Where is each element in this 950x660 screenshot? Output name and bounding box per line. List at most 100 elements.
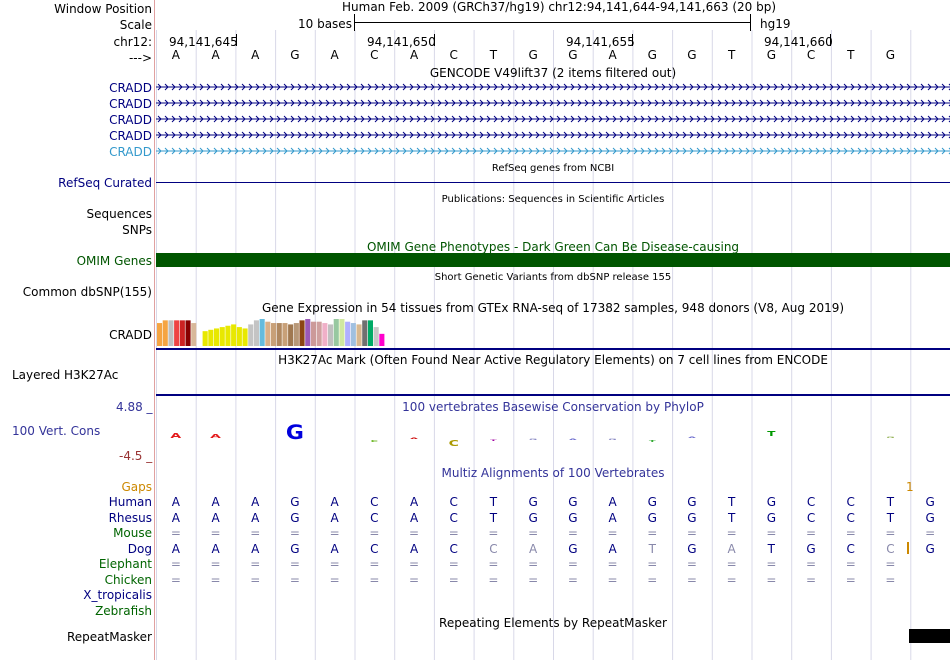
strand-arrow bbox=[682, 131, 687, 139]
alignment-base: = bbox=[726, 526, 737, 540]
strand-arrow bbox=[549, 147, 554, 155]
alignment-base: = bbox=[409, 557, 420, 571]
assembly-position-text[interactable]: Human Feb. 2009 (GRCh37/hg19) chr12:94,1… bbox=[342, 0, 777, 14]
strand-arrow bbox=[332, 83, 337, 91]
phylop-label[interactable]: 100 Vert. Cons bbox=[12, 424, 101, 438]
strand-arrow bbox=[717, 83, 722, 91]
strand-arrow bbox=[724, 99, 729, 107]
gaps-label: Gaps bbox=[121, 480, 152, 494]
strand-arrow bbox=[920, 147, 925, 155]
strand-arrow bbox=[801, 99, 806, 107]
repeatmasker-element[interactable] bbox=[909, 629, 950, 643]
phylop-logo[interactable]: A A G C A C T G A G T A T G bbox=[156, 418, 950, 458]
strand-arrow bbox=[829, 131, 834, 139]
gencode-transcripts[interactable] bbox=[156, 80, 950, 160]
repeatmasker-label[interactable]: RepeatMasker bbox=[66, 630, 152, 644]
strand-arrow bbox=[549, 83, 554, 91]
dbsnp-label[interactable]: Common dbSNP(155) bbox=[22, 285, 152, 299]
alignment-base: A bbox=[608, 495, 617, 509]
sequence-base: C bbox=[806, 48, 816, 62]
strand-arrow bbox=[514, 147, 519, 155]
strand-arrow bbox=[206, 115, 211, 123]
strand-arrow bbox=[395, 83, 400, 91]
refseq-line[interactable] bbox=[156, 182, 950, 183]
dbsnp-title[interactable]: Short Genetic Variants from dbSNP releas… bbox=[434, 272, 672, 283]
gtex-tissue-bar bbox=[356, 324, 362, 346]
alignment-base: G bbox=[568, 495, 578, 509]
h3k27ac-label[interactable]: Layered H3K27Ac bbox=[12, 368, 119, 382]
strand-arrow bbox=[402, 83, 407, 91]
strand-arrow bbox=[941, 131, 946, 139]
strand-arrow bbox=[423, 99, 428, 107]
strand-arrow bbox=[563, 131, 568, 139]
strand-arrow bbox=[381, 147, 386, 155]
strand-arrow bbox=[640, 131, 645, 139]
h3k27ac-title[interactable]: H3K27Ac Mark (Often Found Near Active Re… bbox=[278, 353, 828, 367]
repeatmasker-title[interactable]: Repeating Elements by RepeatMasker bbox=[439, 616, 667, 630]
refseq-label[interactable]: RefSeq Curated bbox=[58, 176, 152, 190]
strand-arrow bbox=[444, 131, 449, 139]
species-label-chicken[interactable]: Chicken bbox=[104, 572, 152, 587]
gtex-expression-chart[interactable] bbox=[156, 317, 556, 347]
gtex-tissue-bar bbox=[236, 327, 242, 346]
pubs-sequences-label[interactable]: Sequences bbox=[86, 207, 152, 221]
strand-arrow bbox=[542, 147, 547, 155]
strand-arrow bbox=[696, 147, 701, 155]
coord-2: 94,141,650 bbox=[367, 35, 436, 49]
phylop-base-glyph: T bbox=[649, 439, 656, 443]
strand-arrow bbox=[395, 147, 400, 155]
gtex-divider bbox=[156, 348, 950, 350]
strand-arrow bbox=[269, 115, 274, 123]
gtex-label[interactable]: CRADD bbox=[109, 328, 152, 342]
alignment-base: T bbox=[886, 495, 895, 509]
species-label-rhesus[interactable]: Rhesus bbox=[108, 510, 152, 525]
omim-gene-bar[interactable] bbox=[156, 253, 950, 267]
species-label-zebrafish[interactable]: Zebrafish bbox=[95, 603, 152, 618]
strand-arrow bbox=[199, 83, 204, 91]
alignment-base: G bbox=[925, 510, 935, 525]
strand-arrow bbox=[780, 147, 785, 155]
label-separator bbox=[154, 0, 155, 660]
alignment-base: = bbox=[289, 526, 300, 540]
gencode-transcript-label[interactable]: CRADD bbox=[109, 145, 152, 159]
strand-arrow bbox=[899, 83, 904, 91]
strand-arrow bbox=[647, 147, 652, 155]
strand-arrow bbox=[759, 147, 764, 155]
strand-arrow bbox=[451, 115, 456, 123]
refseq-title[interactable]: RefSeq genes from NCBI bbox=[491, 163, 615, 174]
strand-arrow bbox=[759, 115, 764, 123]
strand-arrow bbox=[542, 99, 547, 107]
omim-label[interactable]: OMIM Genes bbox=[76, 254, 152, 268]
coord-tick-2 bbox=[434, 34, 435, 46]
strand-arrow bbox=[353, 99, 358, 107]
multiz-title[interactable]: Multiz Alignments of 100 Vertebrates bbox=[441, 466, 665, 480]
gtex-title[interactable]: Gene Expression in 54 tissues from GTEx … bbox=[261, 301, 845, 315]
strand-arrow bbox=[836, 115, 841, 123]
sequence-base: T bbox=[489, 48, 498, 62]
species-label-elephant[interactable]: Elephant bbox=[98, 557, 152, 571]
alignment-base: = bbox=[250, 526, 261, 540]
phylop-title[interactable]: 100 vertebrates Basewise Conservation by… bbox=[402, 400, 704, 414]
gencode-transcript-label[interactable]: CRADD bbox=[109, 97, 152, 111]
species-label-human[interactable]: Human bbox=[108, 495, 152, 509]
sequence-base: G bbox=[687, 48, 697, 62]
strand-arrow bbox=[717, 147, 722, 155]
strand-arrow bbox=[185, 83, 190, 91]
species-label-dog[interactable]: Dog bbox=[127, 541, 152, 556]
strand-arrow bbox=[556, 83, 561, 91]
pubs-snps-label[interactable]: SNPs bbox=[122, 223, 152, 237]
alignment-base: C bbox=[846, 541, 855, 556]
species-label-mouse[interactable]: Mouse bbox=[113, 526, 152, 540]
gencode-transcript-label[interactable]: CRADD bbox=[109, 81, 152, 95]
strand-arrow bbox=[542, 83, 547, 91]
species-label-x_tropicalis[interactable]: X_tropicalis bbox=[83, 588, 152, 602]
strand-arrow bbox=[808, 147, 813, 155]
gencode-transcript-label[interactable]: CRADD bbox=[109, 129, 152, 143]
strand-arrow bbox=[899, 147, 904, 155]
strand-arrow bbox=[794, 83, 799, 91]
publications-title[interactable]: Publications: Sequences in Scientific Ar… bbox=[441, 194, 665, 205]
gencode-title[interactable]: GENCODE V49lift37 (2 items filtered out) bbox=[429, 66, 677, 80]
omim-title[interactable]: OMIM Gene Phenotypes - Dark Green Can Be… bbox=[366, 240, 740, 254]
gencode-transcript-label[interactable]: CRADD bbox=[109, 113, 152, 127]
